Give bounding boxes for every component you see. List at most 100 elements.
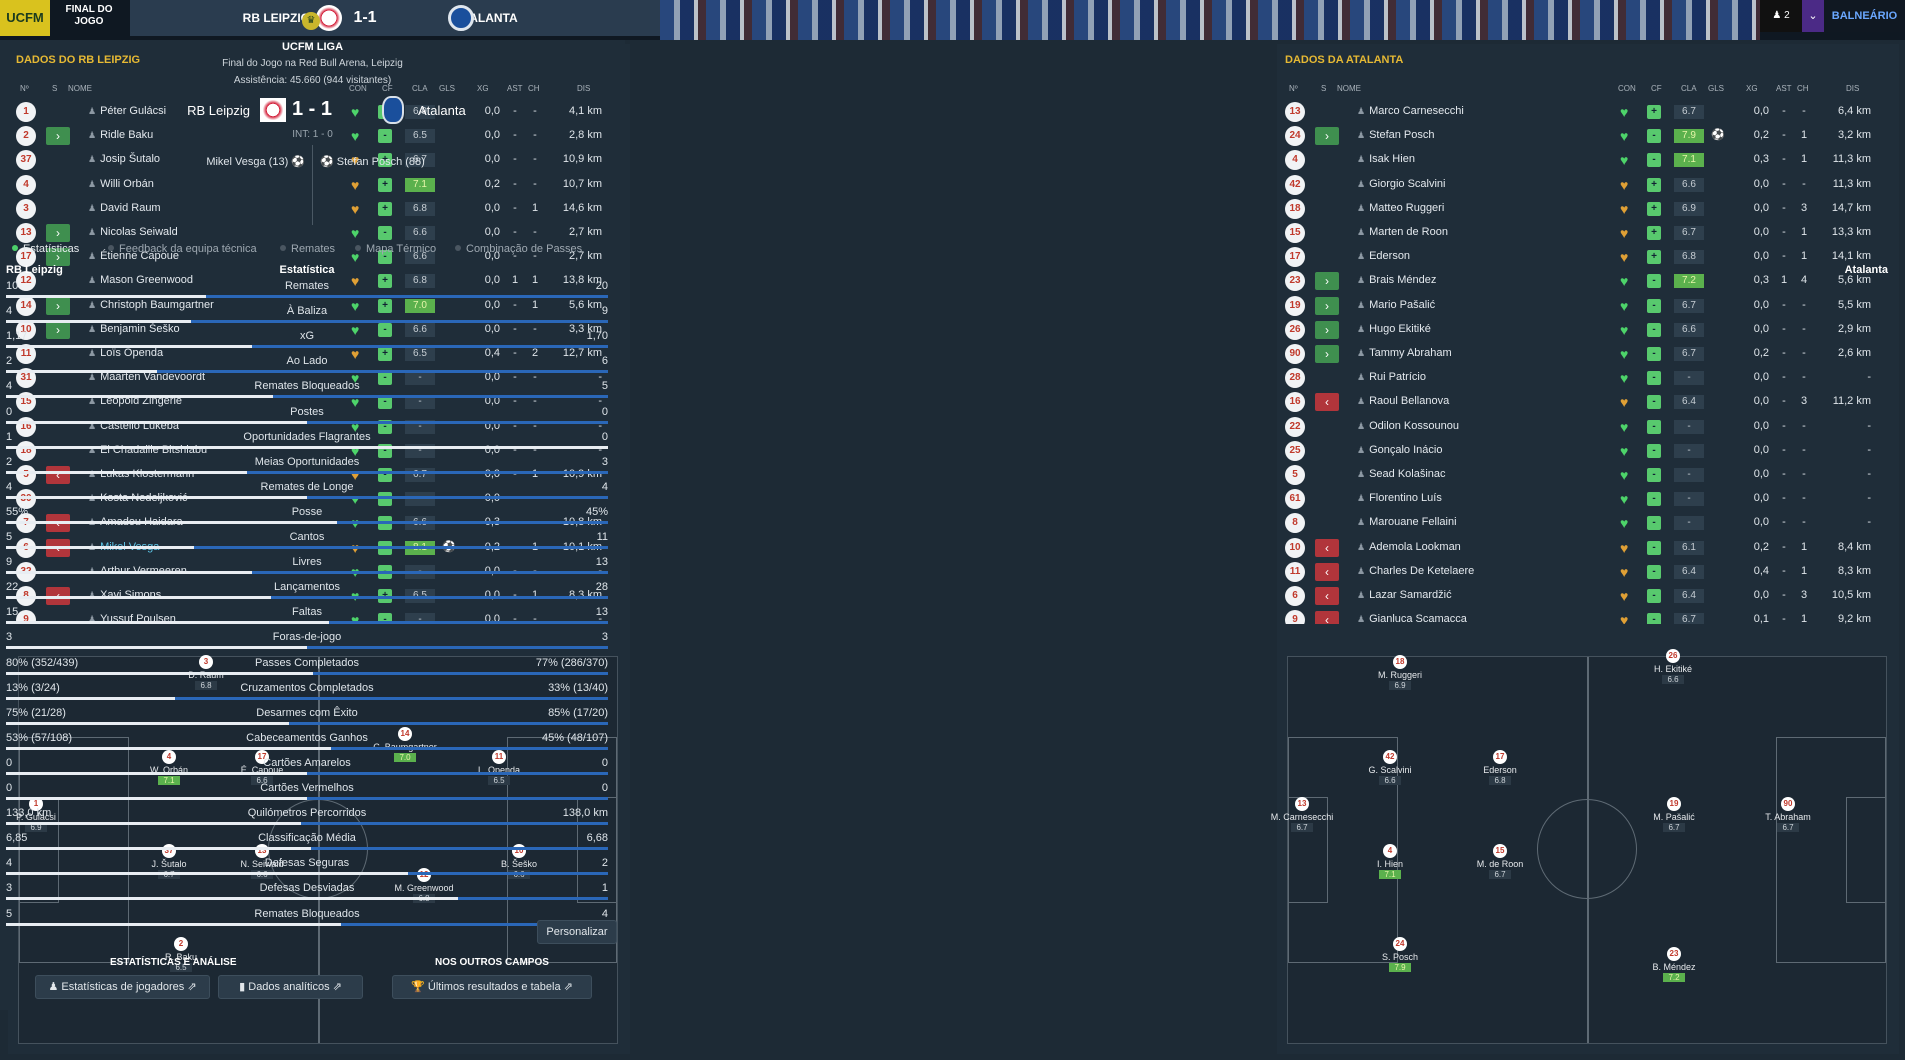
column-header[interactable]: GLS bbox=[439, 84, 456, 93]
column-header[interactable]: CF bbox=[1651, 84, 1662, 93]
balneario-button[interactable]: BALNEÁRIO bbox=[1824, 0, 1905, 32]
player-name[interactable]: Yussuf Poulsen bbox=[88, 613, 176, 624]
player-name[interactable]: Gonçalo Inácio bbox=[1357, 444, 1442, 456]
stat-row[interactable]: 75% (21/28) Desarmes com Êxito 85% (17/20) bbox=[6, 705, 608, 730]
player-marker[interactable]: 17 Ederson 6.8 bbox=[1465, 750, 1535, 785]
player-name[interactable]: Ademola Lookman bbox=[1357, 541, 1461, 553]
stat-row[interactable]: 1 Oportunidades Flagrantes 0 bbox=[6, 429, 608, 454]
player-row[interactable]: 3 David Raum ♥ +6.8 0,0- 1 14,6 km bbox=[8, 197, 614, 221]
player-row[interactable]: 18 Matteo Ruggeri ♥ +6.9 0,0- 3 14,7 km bbox=[1277, 197, 1883, 221]
player-name[interactable]: Maarten Vandevoordt bbox=[88, 371, 205, 383]
player-row[interactable]: 28Rui Patrício♥--0,0--- bbox=[1277, 366, 1883, 390]
player-name[interactable]: Charles De Ketelaere bbox=[1357, 565, 1474, 577]
tab-estatisticas[interactable]: Estatísticas bbox=[12, 243, 79, 255]
player-name[interactable]: Ridle Baku bbox=[88, 129, 153, 141]
player-name[interactable]: Étienne Capoue bbox=[88, 250, 179, 262]
player-marker[interactable]: 1 P. Gulácsi 6.9 bbox=[1, 797, 71, 832]
player-name[interactable]: Stefan Posch bbox=[1357, 129, 1434, 141]
player-name[interactable]: Brais Méndez bbox=[1357, 274, 1436, 286]
player-row[interactable]: 26›Hugo Ekitiké♥-6.60,0--2,9 km bbox=[1277, 318, 1883, 342]
player-row[interactable]: 37Josip Šutalo♥+6.70,0--10,9 km bbox=[8, 148, 614, 172]
stat-row[interactable]: 10 Remates 20 bbox=[6, 278, 608, 303]
player-row[interactable]: 8Marouane Fellaini♥--0,0--- bbox=[1277, 511, 1883, 535]
player-stats-button[interactable]: ♟ Estatísticas de jogadores ⇗ bbox=[35, 975, 210, 999]
stat-row[interactable]: 0 Postes 0 bbox=[6, 404, 608, 429]
player-row[interactable]: 17 Ederson ♥ +6.8 0,0- 1 14,1 km bbox=[1277, 245, 1883, 269]
player-row[interactable]: 19›Mario Pašalić♥-6.70,0--5,5 km bbox=[1277, 294, 1883, 318]
column-header[interactable]: CH bbox=[528, 84, 540, 93]
player-name[interactable]: Sead Kolašinac bbox=[1357, 468, 1445, 480]
column-header[interactable]: NOME bbox=[1337, 84, 1361, 93]
column-header[interactable]: CLA bbox=[1681, 84, 1697, 93]
stat-row[interactable]: 1,17 xG 1,70 bbox=[6, 328, 608, 353]
player-marker[interactable]: 23 B. Méndez 7.2 bbox=[1639, 947, 1709, 982]
player-row[interactable]: 22Odilon Kossounou♥--0,0--- bbox=[1277, 415, 1883, 439]
player-name[interactable]: Marten de Roon bbox=[1357, 226, 1448, 238]
player-name[interactable]: Leopold Zingerle bbox=[88, 395, 182, 407]
stat-row[interactable]: 4 Remates de Longe 4 bbox=[6, 479, 608, 504]
player-row[interactable]: 15 Marten de Roon ♥ +6.7 0,0 - 1 13,3 km bbox=[1277, 221, 1883, 245]
column-header[interactable]: AST bbox=[507, 84, 523, 93]
player-marker[interactable]: 26 H. Ekitiké 6.6 bbox=[1638, 649, 1708, 684]
away-player-list[interactable]: 13Marco Carnesecchi♥+6.70,0--6,4 km24›St… bbox=[1277, 100, 1889, 624]
player-name[interactable]: Péter Gulácsi bbox=[88, 105, 166, 117]
player-marker[interactable]: 3 D. Raum 6.8 bbox=[171, 655, 241, 690]
player-name[interactable]: Florentino Luís bbox=[1357, 492, 1442, 504]
player-name[interactable]: Mario Pašalić bbox=[1357, 299, 1435, 311]
player-name[interactable]: Christoph Baumgartner bbox=[88, 299, 214, 311]
player-row[interactable]: 6‹Lazar Samardžić♥-6.40,0-310,5 km bbox=[1277, 584, 1883, 608]
player-name[interactable]: Isak Hien bbox=[1357, 153, 1415, 165]
player-name[interactable]: Willi Orbán bbox=[88, 178, 154, 190]
users-count[interactable]: ♟ 2 bbox=[1760, 0, 1802, 32]
player-name[interactable]: Lazar Samardžić bbox=[1357, 589, 1452, 601]
column-header[interactable]: XG bbox=[477, 84, 489, 93]
player-row[interactable]: 12 Mason Greenwood ♥ +6.8 0,0 11 13,8 km bbox=[8, 269, 614, 293]
column-header[interactable]: XG bbox=[1746, 84, 1758, 93]
player-marker[interactable]: 24 S. Posch 7.9 bbox=[1365, 937, 1435, 972]
stat-row[interactable]: 22 Lançamentos 28 bbox=[6, 579, 608, 604]
column-header[interactable]: NOME bbox=[68, 84, 92, 93]
player-name[interactable]: Giorgio Scalvini bbox=[1357, 178, 1445, 190]
column-header[interactable]: GLS bbox=[1708, 84, 1725, 93]
player-row[interactable]: 14 › Christoph Baumgartner ♥ +7.0 0,0- 1 5,6 km bbox=[8, 294, 614, 318]
column-header[interactable]: DIS bbox=[1846, 84, 1860, 93]
player-row[interactable]: 11 Loïs Openda ♥ +6.5 0,4 - 2 12,7 km bbox=[8, 342, 614, 366]
player-marker[interactable]: 19 M. Pašalić 6.7 bbox=[1639, 797, 1709, 832]
column-header[interactable]: CON bbox=[349, 84, 367, 93]
player-name[interactable]: David Raum bbox=[88, 202, 161, 214]
stat-row[interactable]: 53% (57/108) Cabeceamentos Ganhos 45% (48/… bbox=[6, 730, 608, 755]
player-row[interactable]: 42Giorgio Scalvini♥+6.60,0--11,3 km bbox=[1277, 173, 1883, 197]
player-name[interactable]: Nicolas Seiwald bbox=[88, 226, 178, 238]
analytics-button[interactable]: ▮ Dados analíticos ⇗ bbox=[218, 975, 363, 999]
player-row[interactable]: 4Isak Hien♥-7.10,3-111,3 km bbox=[1277, 148, 1883, 172]
player-row[interactable]: 9 Yussuf Poulsen ♥ - - 0,0 - - - bbox=[8, 608, 614, 624]
player-name[interactable]: Marouane Fellaini bbox=[1357, 516, 1456, 528]
player-name[interactable]: Hugo Ekitiké bbox=[1357, 323, 1431, 335]
column-header[interactable]: DIS bbox=[577, 84, 591, 93]
column-header[interactable]: Nº bbox=[20, 84, 29, 93]
player-row[interactable]: 13›Nicolas Seiwald♥-6.60,0--2,7 km bbox=[8, 221, 614, 245]
player-row[interactable]: 4Willi Orbán♥+7.10,2--10,7 km bbox=[8, 173, 614, 197]
stat-row[interactable]: 13% (3/24) Cruzamentos Completados 33% (13… bbox=[6, 680, 608, 705]
column-header[interactable]: CON bbox=[1618, 84, 1636, 93]
player-name[interactable]: Josip Šutalo bbox=[88, 153, 160, 165]
column-header[interactable]: AST bbox=[1776, 84, 1792, 93]
player-row[interactable]: 5Sead Kolašinac♥--0,0--- bbox=[1277, 463, 1883, 487]
player-row[interactable]: 23 › Brais Méndez ♥ -7.2 0,3 14 5,6 km bbox=[1277, 269, 1883, 293]
player-row[interactable]: 17›Étienne Capoue♥-6.60,0--2,7 km bbox=[8, 245, 614, 269]
player-marker[interactable]: 13 M. Carnesecchi 6.7 bbox=[1267, 797, 1337, 832]
column-header[interactable]: Nº bbox=[1289, 84, 1298, 93]
stat-row[interactable]: 5 Remates Bloqueados 4 bbox=[6, 906, 608, 931]
player-name[interactable]: Ederson bbox=[1357, 250, 1410, 262]
player-row[interactable]: 24›Stefan Posch♥-7.9⚽0,2-13,2 km bbox=[1277, 124, 1883, 148]
player-row[interactable]: 61Florentino Luís♥--0,0--- bbox=[1277, 487, 1883, 511]
player-name[interactable]: Rui Patrício bbox=[1357, 371, 1426, 383]
player-marker[interactable]: 11 L. Openda 6.5 bbox=[464, 750, 534, 785]
player-name[interactable]: Gianluca Scamacca bbox=[1357, 613, 1467, 624]
tab-combinacao-passes[interactable]: Combinação de Passes bbox=[455, 243, 582, 255]
stat-row[interactable]: 4 À Baliza 9 bbox=[6, 303, 608, 328]
tab-mapa-termico[interactable]: Mapa Térmico bbox=[355, 243, 436, 255]
player-marker[interactable]: 15 M. de Roon 6.7 bbox=[1465, 844, 1535, 879]
stat-row[interactable]: 4 Defesas Seguras 2 bbox=[6, 855, 608, 880]
player-marker[interactable]: 90 T. Abraham 6.7 bbox=[1753, 797, 1823, 832]
